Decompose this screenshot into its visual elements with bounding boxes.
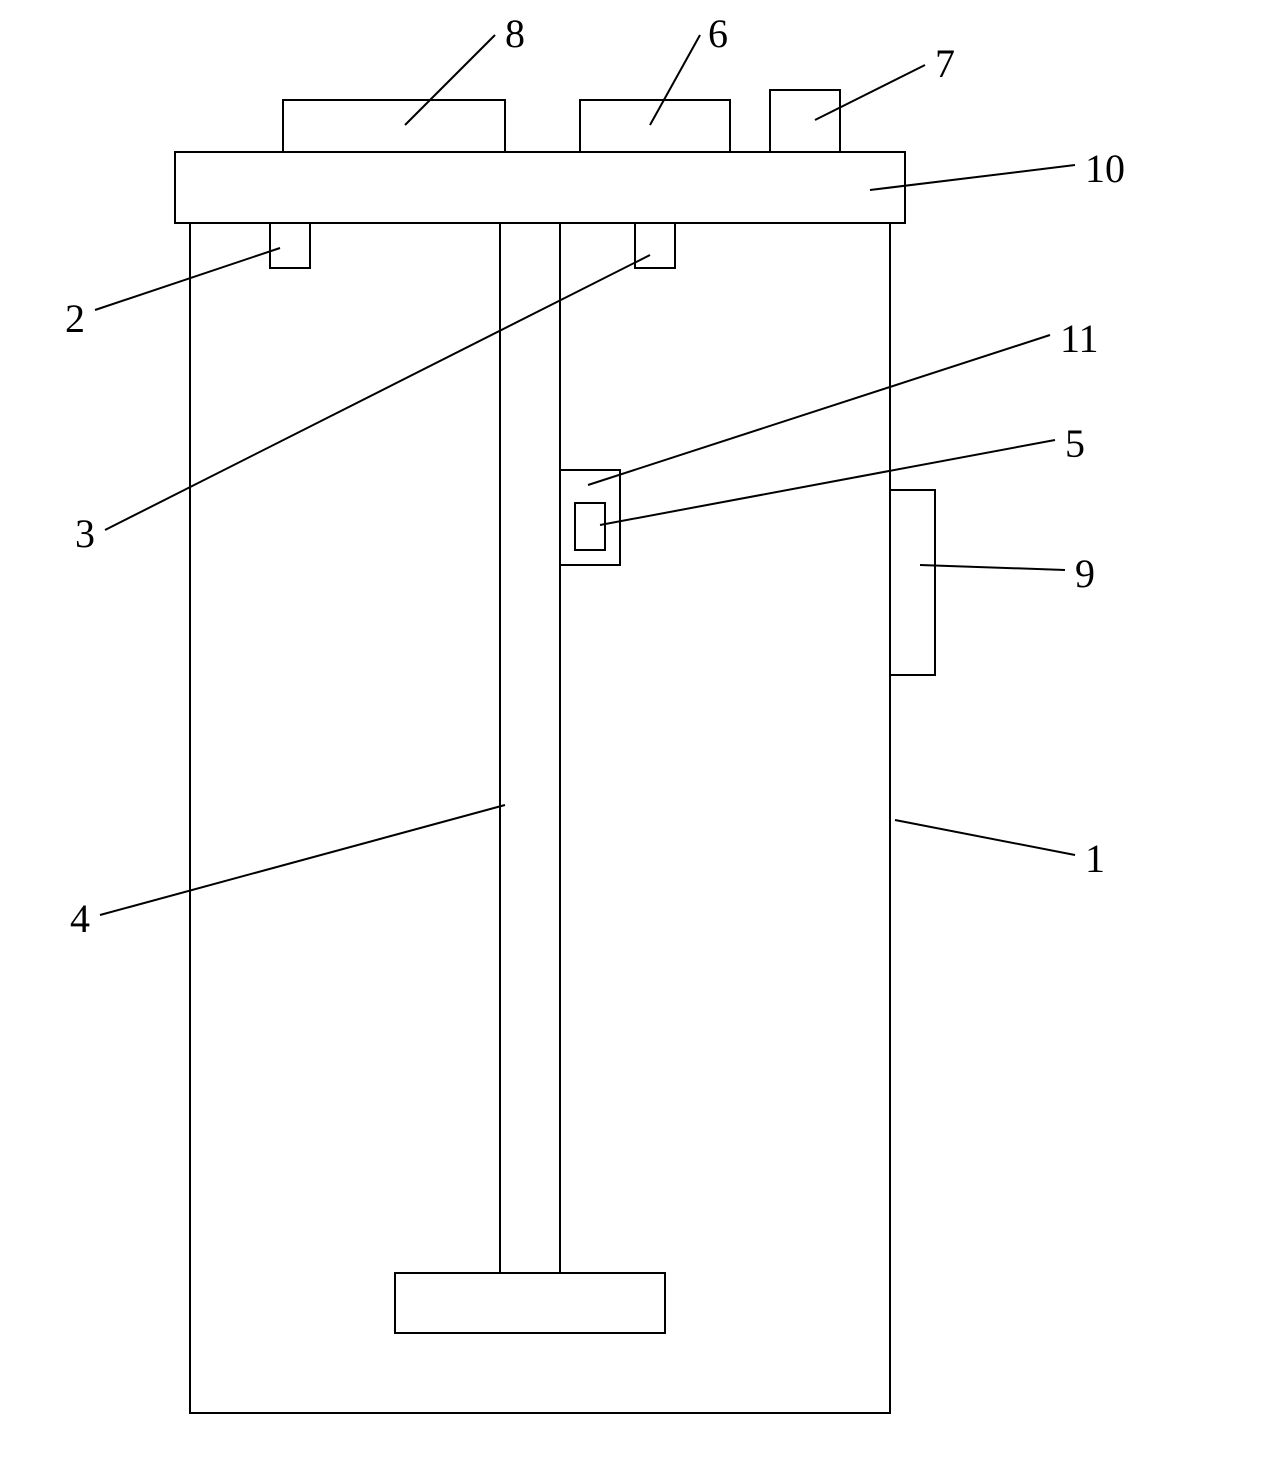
shape-pillar [500, 223, 560, 1273]
label-n11: 11 [1060, 315, 1099, 362]
shape-top_box_6 [580, 100, 730, 152]
shape-side_9 [890, 490, 935, 675]
label-n1: 1 [1085, 835, 1105, 882]
label-n5: 5 [1065, 420, 1085, 467]
label-n2: 2 [65, 295, 85, 342]
patent-diagram [0, 0, 1279, 1481]
shape-tab_right [635, 223, 675, 268]
label-n10: 10 [1085, 145, 1125, 192]
label-n4: 4 [70, 895, 90, 942]
shape-tab_left [270, 223, 310, 268]
label-n8: 8 [505, 10, 525, 57]
label-n7: 7 [935, 40, 955, 87]
leader-ld1 [895, 820, 1075, 855]
shape-top_box_8 [283, 100, 505, 152]
shape-top_box_7 [770, 90, 840, 152]
shape-top_bar [175, 152, 905, 223]
shape-inner_5 [575, 503, 605, 550]
shape-base [395, 1273, 665, 1333]
label-n6: 6 [708, 10, 728, 57]
label-n9: 9 [1075, 550, 1095, 597]
label-n3: 3 [75, 510, 95, 557]
leader-ld9 [920, 565, 1065, 570]
